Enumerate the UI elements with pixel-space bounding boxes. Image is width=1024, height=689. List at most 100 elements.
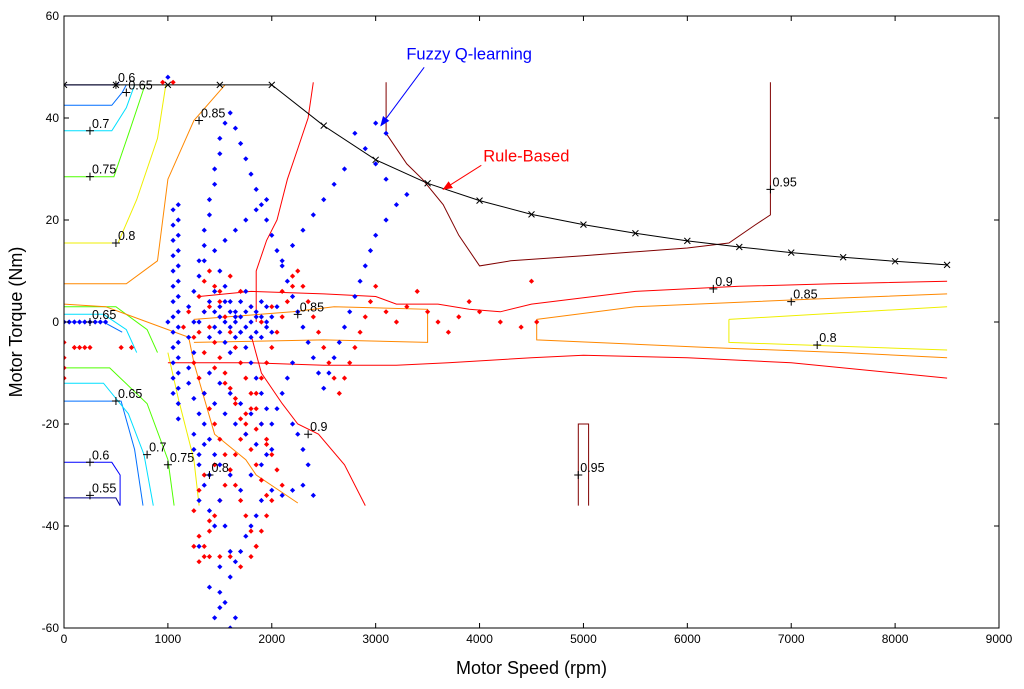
contour-label-marker: [195, 116, 204, 125]
rule-based-point: [341, 375, 348, 381]
rule-based-point: [196, 329, 202, 335]
contour-line-0.75: [64, 306, 158, 353]
fuzzy-q-learning-point: [238, 548, 244, 555]
rule-based-point: [196, 533, 202, 539]
rule-based-point: [196, 293, 202, 300]
fuzzy-q-learning-point: [289, 487, 296, 493]
annotations: Fuzzy Q-learning Rule-Based: [380, 45, 569, 190]
fuzzy-q-learning-point: [212, 309, 218, 315]
rule-based-point: [456, 314, 462, 320]
fuzzy-q-learning-point: [97, 319, 103, 325]
fuzzy-q-learning-point: [367, 248, 374, 254]
fuzzy-q-learning-point: [253, 513, 259, 519]
fuzzy-q-learning-point: [238, 329, 244, 335]
fuzzy-q-learning-point: [71, 319, 77, 325]
y-tick-label: 0: [52, 315, 59, 329]
fuzzy-q-learning-point: [263, 217, 270, 223]
contour-label: 0.85: [300, 300, 324, 314]
rule-based-point: [206, 554, 213, 560]
rule-based-point: [191, 508, 197, 514]
fuzzy-q-learning-point: [258, 421, 264, 427]
contour-line-0.8: [728, 306, 948, 320]
y-axis-ticks: -60 -40 -20 0 20 40 60: [42, 9, 999, 635]
fuzzy-q-learning-point: [217, 268, 223, 274]
envelope-marker: [891, 257, 899, 265]
rule-based-point: [248, 390, 254, 396]
fuzzy-q-learning-point: [217, 135, 223, 141]
fuzzy-q-learning-point: [191, 319, 197, 325]
contour-line-0.9: [199, 280, 948, 313]
contour-label-marker: [574, 471, 583, 479]
fuzzy-q-learning-point: [232, 615, 239, 621]
fuzzy-q-learning-point: [212, 288, 218, 294]
fuzzy-q-learning-point: [269, 421, 275, 427]
envelope-marker: [64, 81, 68, 89]
fuzzy-q-learning-point: [175, 248, 181, 254]
rule-based-point: [180, 324, 187, 330]
rule-based-point: [217, 355, 223, 361]
rule-based-point: [118, 344, 124, 351]
fuzzy-q-learning-point: [191, 395, 197, 402]
fuzzy-q-learning-point: [227, 110, 233, 116]
rule-based-point: [258, 375, 264, 381]
fuzzy-q-learning-point: [232, 421, 239, 427]
rule-based-point: [274, 467, 280, 473]
contour-line-0.65: [64, 84, 127, 106]
rule-based-point: [222, 380, 228, 386]
fuzzy-q-learning-point: [274, 304, 280, 310]
fuzzy-q-learning-point: [102, 319, 109, 325]
contour-label-marker: [787, 297, 796, 306]
fuzzy-q-learning-point: [227, 574, 233, 580]
contour-label: 0.7: [92, 117, 109, 131]
rule-based-point: [238, 288, 244, 294]
rule-based-point: [305, 299, 311, 305]
fuzzy-q-learning-point: [212, 401, 218, 407]
fuzzy-q-learning-point: [258, 299, 264, 305]
envelope-marker: [632, 229, 639, 237]
rule-based-point: [289, 273, 296, 279]
fuzzy-q-learning-point: [175, 416, 181, 422]
contour-label: 0.6: [118, 71, 135, 85]
fuzzy-q-learning-point: [253, 441, 259, 447]
fuzzy-q-learning-point: [243, 309, 249, 315]
fuzzy-q-learning-point: [331, 181, 337, 187]
rule-based-point: [331, 375, 337, 381]
envelope-marker: [320, 122, 328, 130]
contour-label: 0.8: [211, 461, 228, 475]
fuzzy-q-learning-point: [175, 217, 181, 223]
rule-based-point: [206, 406, 213, 412]
envelope-marker: [528, 211, 535, 218]
x-tick-label: 2000: [258, 632, 285, 646]
fuzzy-q-learning-point: [212, 523, 218, 529]
fuzzy-q-learning-point: [217, 589, 223, 595]
fuzzy-q-learning-point: [201, 390, 207, 396]
rule-based-point: [196, 375, 202, 381]
fuzzy-q-learning-point: [289, 421, 296, 427]
fuzzy-q-learning-point: [258, 202, 264, 208]
fuzzy-q-learning-point: [310, 212, 316, 218]
rule-based-point: [186, 309, 192, 315]
envelope-marker: [372, 156, 380, 164]
rule-based-point: [253, 406, 259, 412]
max-torque-envelope: [64, 81, 951, 269]
y-tick-label: -20: [42, 417, 60, 431]
rule-based-point: [347, 360, 353, 366]
rule-based-point: [227, 273, 233, 279]
fuzzy-q-learning-point: [315, 370, 322, 376]
fuzzy-q-learning-point: [300, 446, 306, 453]
fuzzy-q-learning-point: [222, 319, 228, 325]
contour-label: 0.55: [92, 481, 116, 495]
fuzzy-q-learning-point: [279, 263, 285, 269]
x-axis-ticks: 0 1000 2000 3000 4000 5000 6000 7000 8000 9000: [61, 16, 1013, 646]
contour-label: 0.65: [92, 308, 116, 322]
fuzzy-q-learning-point: [269, 232, 275, 238]
y-tick-label: 60: [46, 9, 60, 23]
contour-label-marker: [766, 185, 775, 194]
fuzzy-q-learning-point: [336, 339, 342, 345]
rule-based-point: [196, 559, 202, 565]
fuzzy-q-learning-point: [284, 278, 290, 284]
fuzzy-q-learning-point: [300, 227, 306, 233]
fuzzy-q-learning-point: [170, 222, 176, 228]
fuzzy-q-learning-point: [217, 329, 223, 335]
fuzzy-q-learning-point: [263, 452, 270, 458]
